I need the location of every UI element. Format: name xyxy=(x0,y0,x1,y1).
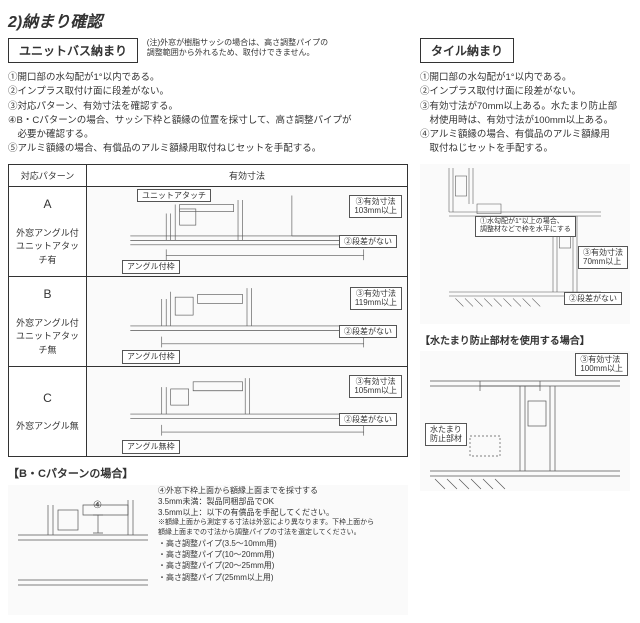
instr-5: ⑤アルミ額縁の場合、有償品のアルミ額縁用取付ねじセットを手配する。 xyxy=(8,142,408,155)
water-label: 【水たまり防止部材を使用する場合】 xyxy=(420,332,630,347)
pattern-b-letter: B xyxy=(13,285,82,303)
callout-step-c: ②段差がない xyxy=(339,413,397,427)
r-instr-3b: 材使用時は、有効寸法が100mm以上ある。 xyxy=(420,114,630,127)
bn-2: 3.5mm以上：以下の有償品を手配してください。 xyxy=(158,507,398,518)
left-subtitle: ユニットバス納まり xyxy=(8,38,138,63)
pattern-b-cell: B 外窓アングル付 ユニットアタッチ無 xyxy=(9,276,87,366)
r-instr-3: ③有効寸法が70mm以上ある。水たまり防止部 xyxy=(420,100,630,113)
r-instr-1: ①開口部の水勾配が1°以内である。 xyxy=(420,71,630,84)
pattern-a-sub1: 外窓アングル付 xyxy=(13,227,82,241)
r-instr-2: ②インプラス取付け面に段差がない。 xyxy=(420,85,630,98)
callout-dim-a: ③有効寸法 103mm以上 xyxy=(349,195,402,218)
pattern-a-cell: A 外窓アングル付 ユニットアタッチ有 xyxy=(9,186,87,276)
note-line-1: (注)外窓が樹脂サッシの場合は、高さ調整パイプの xyxy=(147,38,328,47)
table-row: A 外窓アングル付 ユニットアタッチ有 xyxy=(9,186,408,276)
bn-1: 3.5mm未満：製品同梱部品でOK xyxy=(158,496,398,507)
pattern-a-sub2: ユニットアタッチ有 xyxy=(13,240,82,267)
pattern-b-sub2: ユニットアタッチ無 xyxy=(13,330,82,357)
callout-angle-c: アングル無枠 xyxy=(122,440,180,454)
callout-tile-step: ②段差がない xyxy=(564,292,622,306)
instr-4b: 必要か確認する。 xyxy=(8,128,408,141)
bn-4: 額縁上面までの寸法から調整パイプの寸法を選定してください。 xyxy=(158,528,398,538)
bn-6: ・高さ調整パイプ(10～20mm用) xyxy=(158,549,398,560)
columns-container: ユニットバス納まり (注)外窓が樹脂サッシの場合は、高さ調整パイプの 調整範囲か… xyxy=(8,38,632,615)
bc-pattern-label: 【B・Cパターンの場合】 xyxy=(8,465,408,481)
left-column: ユニットバス納まり (注)外窓が樹脂サッシの場合は、高さ調整パイプの 調整範囲か… xyxy=(8,38,408,615)
callout-step-a: ②段差がない xyxy=(339,235,397,249)
r-instr-4b: 取付ねじセットを手配する。 xyxy=(420,142,630,155)
instr-3: ③対応パターン、有効寸法を確認する。 xyxy=(8,100,408,113)
table-row: C 外窓アングル無 ③有効寸法 105mm以上 xyxy=(9,366,408,456)
bc-pattern-drawing: ④ ④外窓下枠上面から額縁上面までを採寸する 3.5mm未満：製品同梱部品でOK… xyxy=(8,485,408,615)
callout-slope: ①水勾配が1°以上の場合、 調整材などで枠を水平にする xyxy=(475,216,576,237)
pattern-c-cell: C 外窓アングル無 xyxy=(9,366,87,456)
th-dimension: 有効寸法 xyxy=(87,164,408,186)
left-instructions: ①開口部の水勾配が1°以内である。 ②インプラス取付け面に段差がない。 ③対応パ… xyxy=(8,71,408,156)
callout-tile-dim: ③有効寸法 70mm以上 xyxy=(578,246,628,269)
drawing-b: ③有効寸法 119mm以上 ②段差がない アングル付枠 xyxy=(87,276,408,366)
pattern-c-letter: C xyxy=(13,389,82,407)
drawing-c: ③有効寸法 105mm以上 ②段差がない アングル無枠 xyxy=(87,366,408,456)
r-instr-4: ④アルミ額縁の場合、有償品のアルミ額縁用 xyxy=(420,128,630,141)
table-row: B 外窓アングル付 ユニットアタッチ無 xyxy=(9,276,408,366)
callout-water-part: 水たまり 防止部材 xyxy=(425,423,467,446)
instr-2: ②インプラス取付け面に段差がない。 xyxy=(8,85,408,98)
th-pattern: 対応パターン xyxy=(9,164,87,186)
callout-unit-attach: ユニットアタッチ xyxy=(137,189,211,203)
pattern-c-sub1: 外窓アングル無 xyxy=(13,420,82,434)
right-subtitle: タイル納まり xyxy=(420,38,514,63)
bn-title: ④外窓下枠上面から額縁上面までを採寸する xyxy=(158,485,398,496)
tile-drawing-2: ③有効寸法 100mm以上 水たまり 防止部材 xyxy=(420,351,630,491)
callout-angle-a: アングル付枠 xyxy=(122,260,180,274)
right-instructions: ①開口部の水勾配が1°以内である。 ②インプラス取付け面に段差がない。 ③有効寸… xyxy=(420,71,630,156)
bn-7: ・高さ調整パイプ(20～25mm用) xyxy=(158,560,398,571)
main-title: 2)納まり確認 xyxy=(8,8,632,32)
pattern-table: 対応パターン 有効寸法 A 外窓アングル付 ユニットアタッチ有 xyxy=(8,164,408,457)
right-column: タイル納まり ①開口部の水勾配が1°以内である。 ②インプラス取付け面に段差がな… xyxy=(420,38,630,615)
note-line-2: 調整範囲から外れるため、取付けできません。 xyxy=(147,48,315,57)
instr-1: ①開口部の水勾配が1°以内である。 xyxy=(8,71,408,84)
pattern-a-letter: A xyxy=(13,195,82,213)
callout-dim-c: ③有効寸法 105mm以上 xyxy=(349,375,402,398)
bn-5: ・高さ調整パイプ(3.5～10mm用) xyxy=(158,538,398,549)
callout-step-b: ②段差がない xyxy=(339,325,397,339)
bn-3: ※額縁上面から測定する寸法は外窓により異なります。下枠上面から xyxy=(158,518,398,528)
bc-dim-marker: ④ xyxy=(93,500,102,512)
instr-4: ④B・Cパターンの場合、サッシ下枠と額縁の位置を採寸して、高さ調整パイプが xyxy=(8,114,408,127)
callout-dim-b: ③有効寸法 119mm以上 xyxy=(350,287,402,310)
pattern-b-sub1: 外窓アングル付 xyxy=(13,317,82,331)
tile-drawing-1: ①水勾配が1°以上の場合、 調整材などで枠を水平にする ③有効寸法 70mm以上… xyxy=(420,164,630,324)
left-note: (注)外窓が樹脂サッシの場合は、高さ調整パイプの 調整範囲から外れるため、取付け… xyxy=(147,38,328,59)
callout-angle-b: アングル付枠 xyxy=(122,350,180,364)
callout-water-dim: ③有効寸法 100mm以上 xyxy=(575,353,628,376)
drawing-a: ユニットアタッチ ③有効寸法 103mm以上 ②段差がない アングル付枠 xyxy=(87,186,408,276)
bc-notes: ④外窓下枠上面から額縁上面までを採寸する 3.5mm未満：製品同梱部品でOK 3… xyxy=(158,485,398,583)
bn-8: ・高さ調整パイプ(25mm以上用) xyxy=(158,572,398,583)
